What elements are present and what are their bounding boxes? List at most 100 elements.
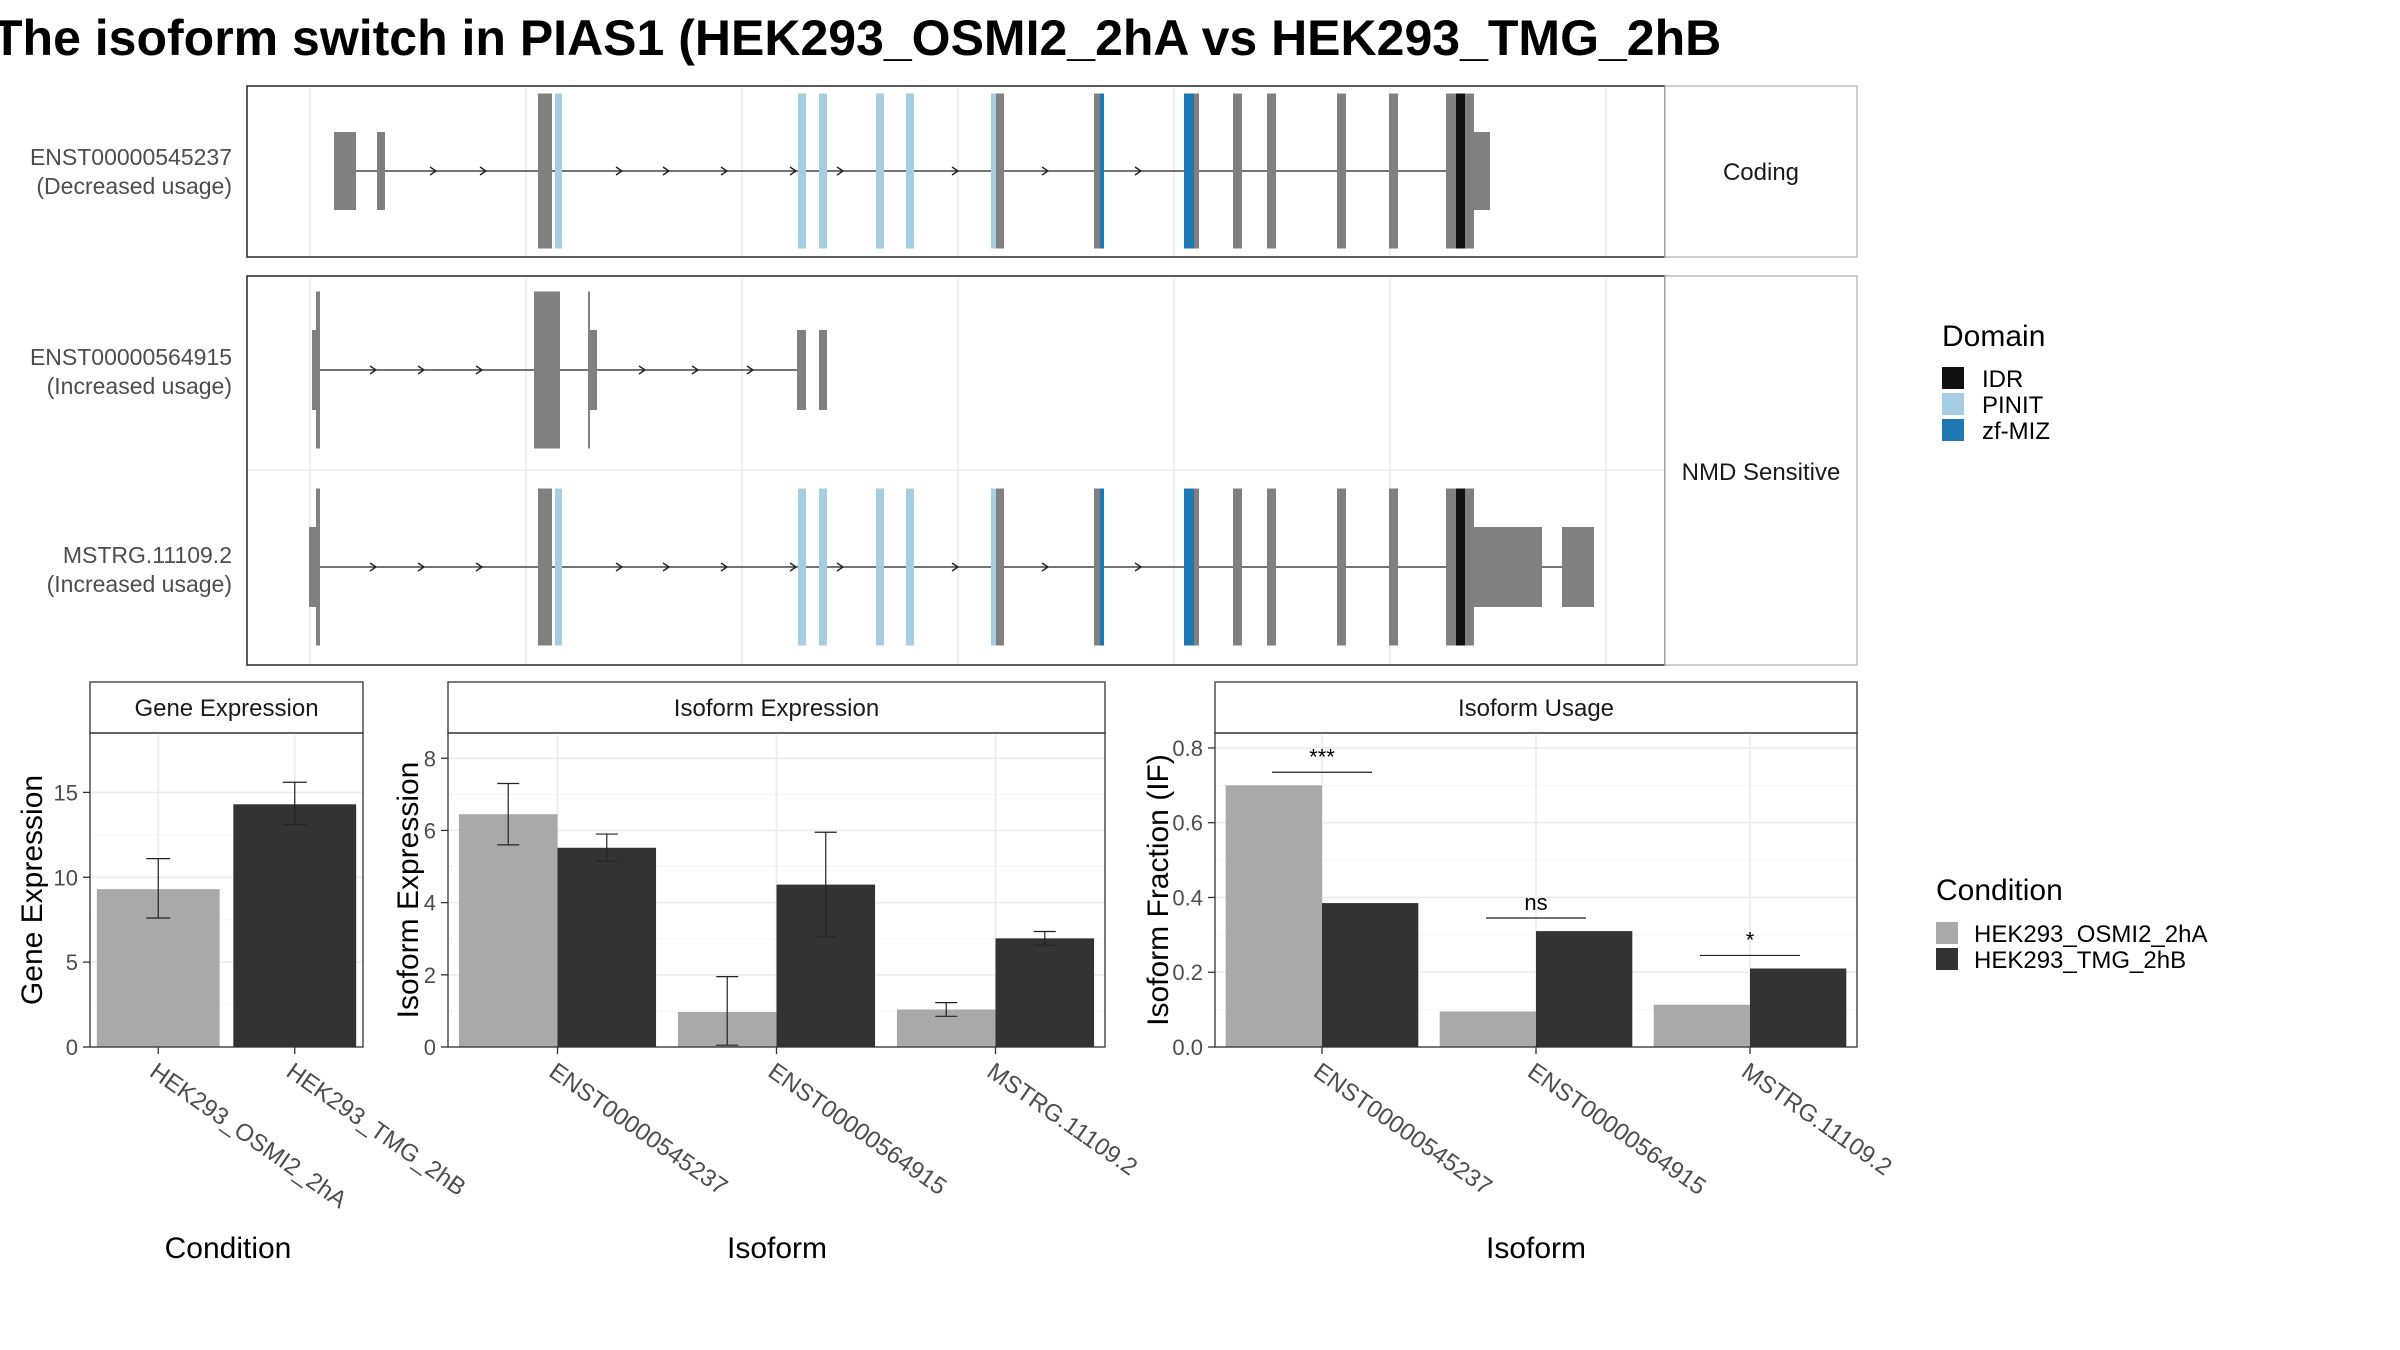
chart-strip-title: Isoform Expression	[674, 695, 879, 722]
exon-block	[1194, 93, 1199, 249]
intron-arrow	[662, 166, 671, 176]
exon-block	[819, 93, 827, 249]
exon-block	[1446, 93, 1459, 249]
legend-label-cond-a: HEK293_OSMI2_2hA	[1974, 921, 2207, 948]
y-tick-label: 2	[424, 963, 436, 988]
intron-arrow	[429, 166, 438, 176]
exon-block	[1094, 488, 1103, 646]
exon-block	[590, 330, 597, 410]
y-axis-title: Isoform Expression	[392, 762, 425, 1019]
legend-label-zfmiz: zf-MIZ	[1982, 418, 2050, 445]
bar-s2-3	[995, 938, 1095, 1047]
exon-block	[538, 93, 552, 249]
significance-label: *	[1746, 927, 1755, 952]
legend-swatch-cond-b	[1936, 948, 1958, 970]
bar-s2-3	[1750, 968, 1847, 1047]
chart-strip	[1214, 681, 1858, 734]
intron-arrow	[1041, 166, 1050, 176]
condition-legend-title: Condition	[1936, 874, 2063, 907]
exon-block	[1233, 93, 1242, 249]
x-tick-label: ENST00000564915	[763, 1058, 951, 1201]
exon-block	[798, 488, 806, 646]
exon-block	[876, 93, 884, 249]
chart-strip-title: Isoform Usage	[1458, 695, 1614, 722]
exon-block	[316, 291, 320, 449]
intron-arrow	[615, 166, 624, 176]
tx-label-usage-1: (Decreased usage)	[36, 173, 232, 199]
exon-block	[1456, 93, 1465, 249]
y-tick-label: 0	[66, 1035, 78, 1060]
y-tick-label: 5	[66, 950, 78, 975]
legend-swatch-zfmiz	[1942, 419, 1964, 441]
exon-block	[1465, 93, 1474, 249]
x-axis-title: Condition	[165, 1232, 292, 1265]
exon-block	[1562, 527, 1594, 607]
tx-strip-nmd	[1664, 275, 1858, 666]
chart-panel-border	[89, 732, 364, 1048]
exon-block	[555, 488, 562, 646]
bar-charts: Gene Expression051015HEK293_OSMI2_2hAHEK…	[16, 681, 1897, 1265]
exon-block	[819, 488, 827, 646]
exon-block	[797, 330, 806, 410]
exon-block	[1446, 488, 1459, 646]
intron-arrow	[720, 166, 729, 176]
tx-label-usage-2: (Increased usage)	[47, 373, 232, 399]
intron-arrow	[615, 562, 624, 572]
exon-block	[1184, 93, 1197, 249]
exon-block	[377, 132, 385, 210]
x-axis-title: Isoform	[1486, 1232, 1586, 1265]
y-tick-label: 10	[54, 865, 78, 890]
exon-block	[1267, 93, 1276, 249]
intron-arrow	[475, 365, 484, 375]
exon-block	[1337, 93, 1346, 249]
exon-block	[1337, 488, 1346, 646]
significance-label: ***	[1309, 744, 1335, 769]
legend-swatch-cond-a	[1936, 922, 1958, 944]
exon-block	[1474, 527, 1542, 607]
intron-arrow	[836, 562, 845, 572]
exon-block	[1100, 93, 1104, 249]
domain-legend-title: Domain	[1942, 320, 2045, 353]
intron-arrow	[1041, 562, 1050, 572]
tx-label-usage-3: (Increased usage)	[47, 571, 232, 597]
bar-s1-2	[1439, 1011, 1536, 1047]
legend-label-pinit: PINIT	[1982, 392, 2044, 419]
exon-block	[1194, 488, 1199, 646]
intron-arrow	[369, 365, 378, 375]
exon-block	[1233, 488, 1242, 646]
y-tick-label: 0	[424, 1035, 436, 1060]
tx-label-isoform-1: ENST00000545237	[30, 144, 232, 170]
exon-block	[1456, 488, 1465, 646]
y-tick-label: 0.8	[1172, 736, 1203, 761]
bar-s2-2	[1536, 931, 1633, 1047]
exon-block	[1389, 93, 1398, 249]
intron-arrow	[691, 365, 700, 375]
intron-arrow	[789, 166, 798, 176]
x-tick-label: ENST00000545237	[544, 1058, 732, 1201]
x-tick-label: MSTRG.11109.2	[1737, 1058, 1897, 1181]
bar-s2-1	[1322, 903, 1419, 1047]
x-tick-label: MSTRG.11109.2	[982, 1058, 1142, 1181]
exon-block	[1094, 93, 1103, 249]
exon-block	[996, 488, 1004, 646]
exon-block	[1389, 488, 1398, 646]
exon-block	[1267, 488, 1276, 646]
exon-block	[1474, 132, 1490, 210]
exon-block	[819, 330, 827, 410]
significance-label: ns	[1524, 890, 1547, 915]
exon-block	[996, 93, 1004, 249]
chart-2: Isoform Expression 0 2 4 6 8 ENST00000545237 EN…	[392, 681, 1142, 1265]
tx-label-isoform-3: MSTRG.11109.2	[63, 542, 232, 568]
intron-arrow	[951, 166, 960, 176]
intron-arrow	[369, 562, 378, 572]
y-tick-label: 8	[424, 746, 436, 771]
exon-block	[555, 93, 562, 249]
legend-label-cond-b: HEK293_TMG_2hB	[1974, 947, 2186, 974]
x-axis-title: Isoform	[727, 1232, 827, 1265]
legend-label-idr: IDR	[1982, 366, 2023, 393]
bar-s1-3	[1653, 1004, 1750, 1047]
intron-arrow	[836, 166, 845, 176]
exon-block	[991, 93, 996, 249]
intron-arrow	[638, 365, 647, 375]
